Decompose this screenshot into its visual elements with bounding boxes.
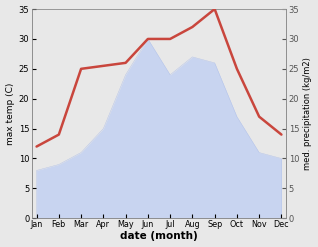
Y-axis label: max temp (C): max temp (C)	[5, 82, 15, 145]
Y-axis label: med. precipitation (kg/m2): med. precipitation (kg/m2)	[303, 57, 313, 170]
X-axis label: date (month): date (month)	[120, 231, 198, 242]
